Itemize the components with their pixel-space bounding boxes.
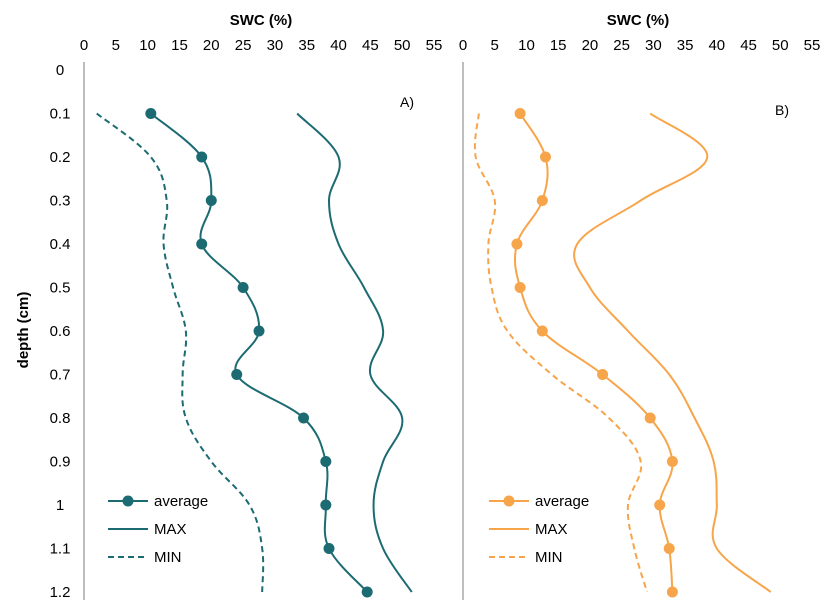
panel-b-x-tick-label: 35	[677, 37, 694, 54]
plot-series	[96, 108, 772, 598]
panel-b-x-tick-label: 15	[550, 37, 567, 54]
panel-a-x-tick-label: 55	[426, 37, 443, 54]
panel-b-legend-marker	[503, 495, 515, 507]
panel-a-average-point	[196, 238, 208, 250]
panel-a-average-point	[196, 151, 208, 163]
panel-a-average-point	[320, 499, 332, 511]
panel-b-x-tick-label: 55	[804, 37, 821, 54]
panel-b-x-axis-title: SWC (%)	[607, 12, 670, 29]
panel-b-average-point	[539, 151, 551, 163]
panel-b-x-tick-label: 50	[772, 37, 789, 54]
y-tick-label: 0.1	[50, 106, 71, 123]
panel-b-x-tick-label: 30	[645, 37, 662, 54]
y-tick-label: 1.1	[50, 541, 71, 558]
panel-a-average-point	[253, 325, 265, 337]
panel-a-x-tick-label: 45	[362, 37, 379, 54]
panel-b-average-point	[654, 499, 666, 511]
panel-a-x-tick-label: 20	[203, 37, 220, 54]
y-tick-label: 1.2	[50, 584, 71, 601]
panel-a-average-point	[320, 456, 332, 467]
panel-b-x-tick-label: 20	[582, 37, 599, 54]
panel-a-x-tick-label: 40	[330, 37, 347, 54]
panel-a-x-tick-label: 0	[80, 37, 88, 54]
panel-a-average-point	[361, 586, 373, 598]
y-tick-label: 0.3	[50, 193, 71, 210]
panel-b-x-tick-label: 0	[459, 37, 467, 54]
panel-a-average-point	[205, 195, 217, 206]
panel-a-legend-label: MIN	[154, 549, 182, 566]
panel-a-x-tick-label: 10	[139, 37, 156, 54]
legends: average MAX MIN average MAX MIN	[108, 493, 589, 566]
panel-b-average-point	[597, 369, 609, 380]
y-tick-label: 0.8	[50, 410, 71, 427]
y-tick-label: 0.5	[50, 280, 71, 297]
panel-b-x-tick-label: 10	[518, 37, 535, 54]
panel-a-average-point	[237, 282, 249, 293]
panel-a-x-tick-label: 5	[112, 37, 120, 54]
panel-b-x-tick-label: 40	[708, 37, 725, 54]
panel-b-legend-label: MAX	[535, 521, 568, 538]
panel-a-legend-marker	[122, 495, 134, 507]
panel-a-legend-label: average	[154, 493, 208, 510]
panel-a-x-tick-label: 35	[298, 37, 315, 54]
panel-b-average-point	[511, 238, 523, 250]
panel-a-x-tick-label: 15	[171, 37, 188, 54]
panel-b-legend-label: MIN	[535, 549, 563, 566]
y-tick-label: 0	[56, 62, 64, 79]
y-tick-label: 0.6	[50, 323, 71, 340]
panel-b-average-point	[536, 195, 548, 206]
y-tick-label: 0.4	[50, 236, 71, 253]
panel-a-average-point	[298, 412, 310, 424]
panel-b-average-point	[666, 586, 678, 598]
panel-b-average-point	[644, 412, 656, 424]
panel-b-x-tick-label: 25	[613, 37, 630, 54]
panel-b-legend-label: average	[535, 493, 589, 510]
panel-b-series-max-line	[573, 112, 772, 593]
panel-b-average-point	[536, 325, 548, 337]
panel-a-x-tick-label: 25	[235, 37, 252, 54]
panel-a-average-point	[323, 543, 335, 554]
panel-b-average-point	[666, 456, 678, 467]
panel-a-series-max-line	[296, 112, 413, 593]
panel-a-average-point	[231, 369, 243, 380]
panel-b-label: B)	[775, 102, 789, 118]
panel-a-x-axis-title: SWC (%)	[230, 12, 293, 29]
y-tick-label: 1	[56, 497, 64, 514]
y-tick-label: 0.2	[50, 149, 71, 166]
y-tick-label: 0.7	[50, 367, 71, 384]
panel-a-average-point	[145, 108, 157, 119]
panel-b-average-point	[514, 282, 526, 293]
panel-a-label: A)	[400, 94, 414, 110]
y-tick-label: 0.9	[50, 454, 71, 471]
y-axis-title: depth (cm)	[15, 292, 32, 369]
panel-b-x-tick-label: 45	[740, 37, 757, 54]
panel-b-average-point	[663, 543, 675, 554]
axes: 0 0.1 0.2 0.3 0.4 0.5 0.6 0.7 0.8 0.9 1 1.1 1.2 0 5 10 1…	[50, 37, 821, 601]
panel-b-average-point	[514, 108, 526, 119]
panel-a-x-tick-label: 50	[394, 37, 411, 54]
panel-b-series-min-line	[473, 113, 648, 593]
panel-a-legend-label: MAX	[154, 521, 187, 538]
panel-a-x-tick-label: 30	[267, 37, 284, 54]
panel-b-x-tick-label: 5	[491, 37, 499, 54]
